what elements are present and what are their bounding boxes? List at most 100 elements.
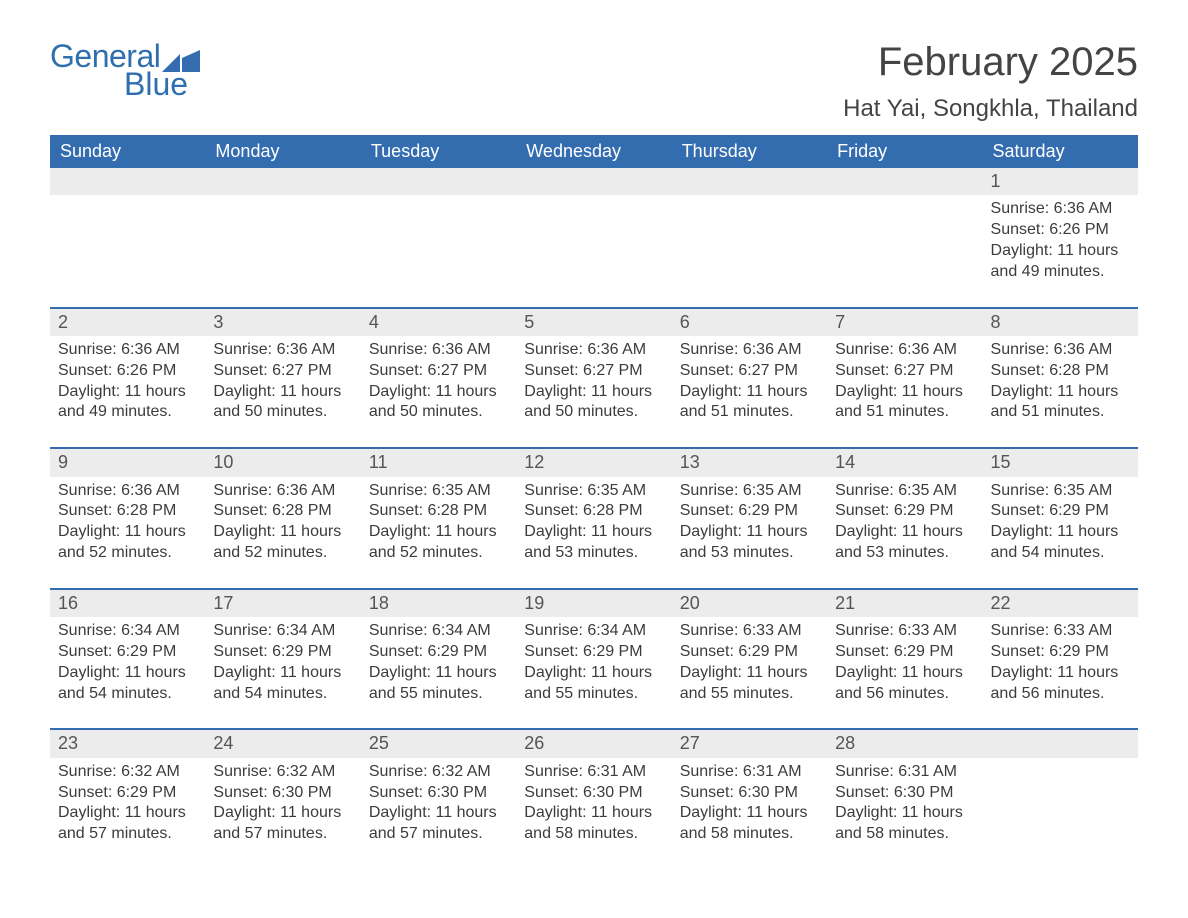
sunset-line: Sunset: 6:29 PM	[369, 642, 508, 663]
sunset-line: Sunset: 6:28 PM	[213, 501, 352, 522]
sunrise-line: Sunrise: 6:35 AM	[524, 481, 663, 502]
title-block: February 2025 Hat Yai, Songkhla, Thailan…	[843, 40, 1138, 123]
weekday-header: Thursday	[672, 135, 827, 168]
calendar-body: 1Sunrise: 6:36 AMSunset: 6:26 PMDaylight…	[50, 168, 1138, 869]
logo-text-blue: Blue	[124, 68, 200, 100]
daylight-line: Daylight: 11 hours and 54 minutes.	[58, 663, 197, 705]
day-number: 7	[827, 309, 982, 336]
day-number: 12	[516, 449, 671, 476]
weekday-header: Friday	[827, 135, 982, 168]
sunset-line: Sunset: 6:29 PM	[680, 501, 819, 522]
daylight-line: Daylight: 11 hours and 55 minutes.	[369, 663, 508, 705]
day-details: Sunrise: 6:33 AMSunset: 6:29 PMDaylight:…	[672, 621, 827, 704]
sunrise-line: Sunrise: 6:36 AM	[835, 340, 974, 361]
calendar-day-cell: 2Sunrise: 6:36 AMSunset: 6:26 PMDaylight…	[50, 309, 205, 448]
calendar-day-cell: 6 Sunrise: 6:36 AMSunset: 6:27 PMDaylight…	[672, 309, 827, 448]
daylight-line: Daylight: 11 hours and 57 minutes.	[213, 803, 352, 845]
sunset-line: Sunset: 6:27 PM	[524, 361, 663, 382]
calendar-day-cell: 21Sunrise: 6:33 AMSunset: 6:29 PMDayligh…	[827, 590, 982, 729]
day-details: Sunrise: 6:31 AMSunset: 6:30 PMDaylight:…	[827, 762, 982, 845]
daylight-line: Daylight: 11 hours and 52 minutes.	[213, 522, 352, 564]
daylight-line: Daylight: 11 hours and 58 minutes.	[524, 803, 663, 845]
daylight-line: Daylight: 11 hours and 56 minutes.	[835, 663, 974, 705]
daylight-line: Daylight: 11 hours and 52 minutes.	[369, 522, 508, 564]
weekday-header: Monday	[205, 135, 360, 168]
day-details: Sunrise: 6:35 AMSunset: 6:29 PMDaylight:…	[827, 481, 982, 564]
calendar-week: 9Sunrise: 6:36 AMSunset: 6:28 PMDaylight…	[50, 447, 1138, 588]
day-number: 14	[827, 449, 982, 476]
daylight-line: Daylight: 11 hours and 56 minutes.	[991, 663, 1130, 705]
sunrise-line: Sunrise: 6:36 AM	[991, 199, 1130, 220]
sunrise-line: Sunrise: 6:36 AM	[680, 340, 819, 361]
day-number: 23	[50, 730, 205, 757]
day-number: 5	[516, 309, 671, 336]
day-number-empty	[205, 168, 360, 195]
daylight-line: Daylight: 11 hours and 54 minutes.	[991, 522, 1130, 564]
sunrise-line: Sunrise: 6:35 AM	[991, 481, 1130, 502]
day-details: Sunrise: 6:33 AMSunset: 6:29 PMDaylight:…	[983, 621, 1138, 704]
sunset-line: Sunset: 6:30 PM	[369, 783, 508, 804]
day-number-empty	[672, 168, 827, 195]
calendar-day-cell: 17Sunrise: 6:34 AMSunset: 6:29 PMDayligh…	[205, 590, 360, 729]
calendar-day-cell	[516, 168, 671, 307]
day-details: Sunrise: 6:36 AMSunset: 6:27 PMDaylight:…	[827, 340, 982, 423]
daylight-line: Daylight: 11 hours and 57 minutes.	[58, 803, 197, 845]
calendar-day-cell: 13Sunrise: 6:35 AMSunset: 6:29 PMDayligh…	[672, 449, 827, 588]
day-number: 15	[983, 449, 1138, 476]
day-details: Sunrise: 6:35 AMSunset: 6:28 PMDaylight:…	[361, 481, 516, 564]
sunrise-line: Sunrise: 6:34 AM	[213, 621, 352, 642]
header-region: General Blue February 2025 Hat Yai, Song…	[50, 40, 1138, 123]
day-number: 28	[827, 730, 982, 757]
calendar-day-cell: 12Sunrise: 6:35 AMSunset: 6:28 PMDayligh…	[516, 449, 671, 588]
sunset-line: Sunset: 6:27 PM	[680, 361, 819, 382]
weekday-header: Wednesday	[516, 135, 671, 168]
day-number: 18	[361, 590, 516, 617]
sunset-line: Sunset: 6:28 PM	[991, 361, 1130, 382]
day-number-empty	[50, 168, 205, 195]
day-details: Sunrise: 6:34 AMSunset: 6:29 PMDaylight:…	[516, 621, 671, 704]
day-number: 2	[50, 309, 205, 336]
sunrise-line: Sunrise: 6:33 AM	[680, 621, 819, 642]
day-number: 11	[361, 449, 516, 476]
daylight-line: Daylight: 11 hours and 55 minutes.	[524, 663, 663, 705]
sunset-line: Sunset: 6:29 PM	[835, 501, 974, 522]
calendar-day-cell	[205, 168, 360, 307]
daylight-line: Daylight: 11 hours and 50 minutes.	[369, 382, 508, 424]
sunset-line: Sunset: 6:29 PM	[680, 642, 819, 663]
day-number: 8	[983, 309, 1138, 336]
daylight-line: Daylight: 11 hours and 49 minutes.	[991, 241, 1130, 283]
sunset-line: Sunset: 6:29 PM	[991, 642, 1130, 663]
day-number: 26	[516, 730, 671, 757]
sunset-line: Sunset: 6:29 PM	[58, 642, 197, 663]
calendar-day-cell	[361, 168, 516, 307]
day-details: Sunrise: 6:36 AMSunset: 6:28 PMDaylight:…	[205, 481, 360, 564]
day-number: 25	[361, 730, 516, 757]
day-number: 9	[50, 449, 205, 476]
calendar-day-cell: 15Sunrise: 6:35 AMSunset: 6:29 PMDayligh…	[983, 449, 1138, 588]
calendar-day-cell	[50, 168, 205, 307]
day-details: Sunrise: 6:36 AMSunset: 6:27 PMDaylight:…	[205, 340, 360, 423]
day-number: 6	[672, 309, 827, 336]
daylight-line: Daylight: 11 hours and 57 minutes.	[369, 803, 508, 845]
sunset-line: Sunset: 6:30 PM	[835, 783, 974, 804]
sunrise-line: Sunrise: 6:31 AM	[835, 762, 974, 783]
sunrise-line: Sunrise: 6:36 AM	[369, 340, 508, 361]
sunrise-line: Sunrise: 6:31 AM	[524, 762, 663, 783]
daylight-line: Daylight: 11 hours and 52 minutes.	[58, 522, 197, 564]
calendar-week: 16Sunrise: 6:34 AMSunset: 6:29 PMDayligh…	[50, 588, 1138, 729]
sunset-line: Sunset: 6:28 PM	[524, 501, 663, 522]
day-details: Sunrise: 6:34 AMSunset: 6:29 PMDaylight:…	[361, 621, 516, 704]
calendar-day-cell	[672, 168, 827, 307]
weekday-header: Tuesday	[361, 135, 516, 168]
day-details: Sunrise: 6:36 AMSunset: 6:28 PMDaylight:…	[983, 340, 1138, 423]
daylight-line: Daylight: 11 hours and 51 minutes.	[680, 382, 819, 424]
daylight-line: Daylight: 11 hours and 51 minutes.	[835, 382, 974, 424]
day-number: 24	[205, 730, 360, 757]
day-number: 1	[983, 168, 1138, 195]
day-number: 22	[983, 590, 1138, 617]
day-details: Sunrise: 6:34 AMSunset: 6:29 PMDaylight:…	[50, 621, 205, 704]
sunrise-line: Sunrise: 6:35 AM	[835, 481, 974, 502]
calendar-day-cell: 27Sunrise: 6:31 AMSunset: 6:30 PMDayligh…	[672, 730, 827, 869]
sunrise-line: Sunrise: 6:33 AM	[835, 621, 974, 642]
sunrise-line: Sunrise: 6:35 AM	[680, 481, 819, 502]
